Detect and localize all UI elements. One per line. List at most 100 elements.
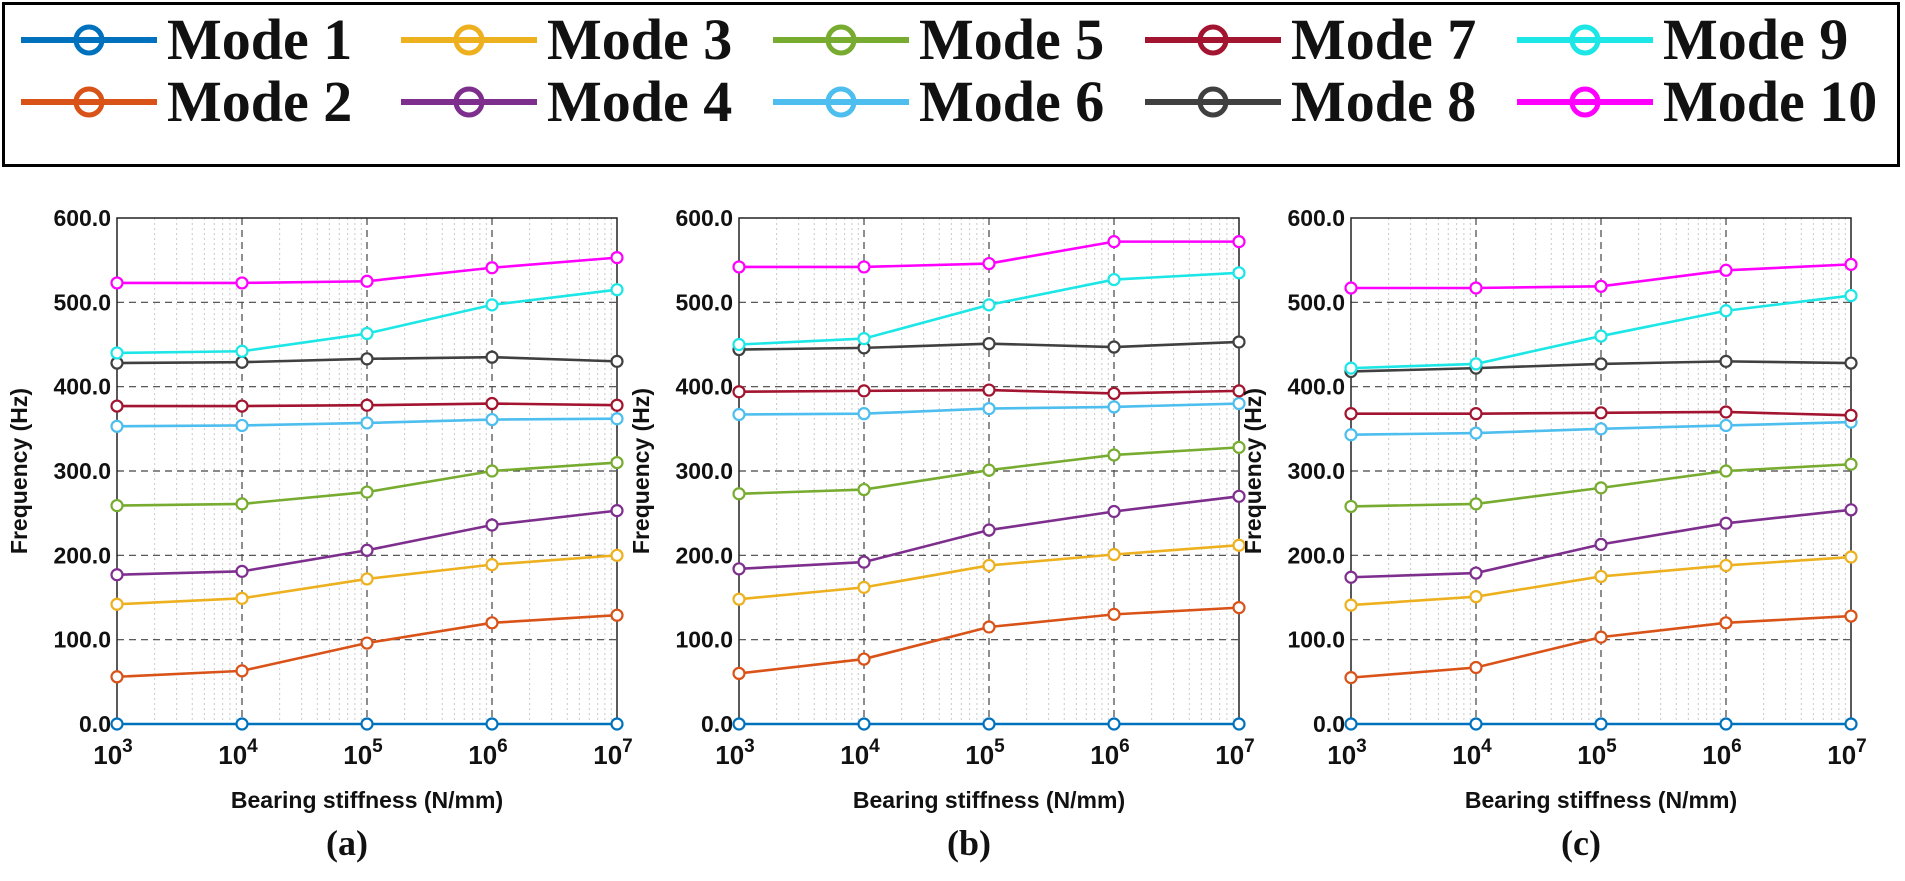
data-point <box>1107 400 1121 414</box>
data-point <box>1107 448 1121 462</box>
data-point <box>1107 547 1121 562</box>
data-point <box>110 498 124 513</box>
data-point <box>1344 428 1358 442</box>
data-point <box>360 543 374 557</box>
data-point <box>1719 464 1733 478</box>
data-point <box>1844 356 1858 370</box>
data-point <box>1344 570 1358 584</box>
legend-swatch <box>773 24 909 56</box>
series-mode-2 <box>1344 609 1858 685</box>
x-tick-label: 103 <box>1327 736 1367 770</box>
series-mode-5 <box>732 440 1246 501</box>
series-mode-3 <box>110 548 624 611</box>
legend-label: Mode 7 <box>1291 7 1477 72</box>
x-tick-label: 103 <box>715 736 755 770</box>
legend-label: Mode 8 <box>1291 69 1477 134</box>
data-point <box>110 568 124 582</box>
y-tick-label: 600.0 <box>53 205 111 231</box>
data-point <box>982 337 996 351</box>
x-tick-label: 103 <box>93 736 133 770</box>
data-point <box>360 274 374 288</box>
charts-area: 0.0 100.0 200.0 300.0 400.0 500.0 600.0 103 104 1… <box>0 190 1905 881</box>
x-tick-label: 106 <box>468 736 508 770</box>
data-point <box>1107 340 1121 354</box>
data-point <box>1469 357 1483 371</box>
data-point <box>1232 601 1246 615</box>
data-point <box>857 555 871 569</box>
y-tick-label: 400.0 <box>675 374 733 400</box>
data-point <box>982 256 996 271</box>
data-point <box>1719 418 1733 433</box>
data-point <box>1719 717 1733 731</box>
data-point <box>1232 266 1246 280</box>
data-point <box>610 412 624 426</box>
legend-swatch <box>1517 86 1653 118</box>
data-point <box>732 260 746 274</box>
data-point <box>1719 616 1733 630</box>
legend-item-mode-10: Mode 10 <box>1515 72 1877 132</box>
y-tick-label: 500.0 <box>1287 289 1345 315</box>
data-point <box>610 504 624 518</box>
data-point <box>1719 405 1733 419</box>
series-mode-8 <box>732 335 1246 357</box>
legend-label: Mode 5 <box>919 7 1105 72</box>
legend-label: Mode 1 <box>167 7 353 72</box>
data-point <box>1844 257 1858 271</box>
x-tick-label: 105 <box>1577 736 1617 770</box>
data-point <box>1344 281 1358 295</box>
panel-label: (c) <box>1561 823 1601 863</box>
x-tick-label: 106 <box>1702 736 1742 770</box>
legend-item-mode-5: Mode 5 <box>771 10 1104 70</box>
data-point <box>110 276 124 290</box>
series-mode-9 <box>1344 288 1858 375</box>
x-tick-label: 104 <box>840 736 880 770</box>
data-point <box>485 396 499 411</box>
data-point <box>1232 384 1246 398</box>
series-mode-10 <box>732 235 1246 274</box>
x-tick-label: 104 <box>1452 736 1492 770</box>
data-point <box>1594 537 1608 551</box>
data-point <box>857 407 871 421</box>
legend-label: Mode 3 <box>547 7 733 72</box>
legend-label: Mode 4 <box>547 69 733 134</box>
data-point <box>110 597 124 611</box>
series-mode-4 <box>732 489 1246 576</box>
legend-item-mode-2: Mode 2 <box>19 72 352 132</box>
data-point <box>360 398 374 412</box>
y-axis-label: Frequency (Hz) <box>628 388 654 554</box>
data-point <box>1232 440 1246 454</box>
legend: Mode 1 Mode 2 Mode 3 Mode 4 Mode 5 Mode 6 Mode… <box>2 2 1900 167</box>
x-tick-label: 106 <box>1090 736 1130 770</box>
data-point <box>360 485 374 499</box>
data-point <box>1344 717 1358 731</box>
data-point <box>360 717 374 731</box>
data-point <box>1469 426 1483 440</box>
data-point <box>1232 396 1246 411</box>
data-point <box>235 399 249 413</box>
y-tick-label: 600.0 <box>675 205 733 231</box>
data-point <box>982 463 996 477</box>
series-mode-9 <box>110 283 624 360</box>
series-mode-9 <box>732 266 1246 352</box>
y-tick-label: 0.0 <box>79 711 111 737</box>
data-point <box>485 298 499 312</box>
data-point <box>485 518 499 532</box>
data-point <box>110 670 124 684</box>
data-point <box>610 455 624 470</box>
data-point <box>360 352 374 366</box>
data-point <box>1232 538 1246 552</box>
data-point <box>1232 489 1246 503</box>
x-axis-label: Bearing stiffness (N/mm) <box>1465 787 1737 813</box>
data-point <box>857 260 871 274</box>
data-point <box>982 298 996 312</box>
data-point <box>732 337 746 352</box>
x-tick-label: 107 <box>1215 736 1255 770</box>
legend-swatch <box>401 86 537 118</box>
data-point <box>360 572 374 586</box>
data-point <box>1594 406 1608 420</box>
data-point <box>485 616 499 630</box>
legend-swatch <box>1517 24 1653 56</box>
legend-item-mode-4: Mode 4 <box>399 72 732 132</box>
series-mode-5 <box>110 455 624 513</box>
legend-item-mode-7: Mode 7 <box>1143 10 1476 70</box>
